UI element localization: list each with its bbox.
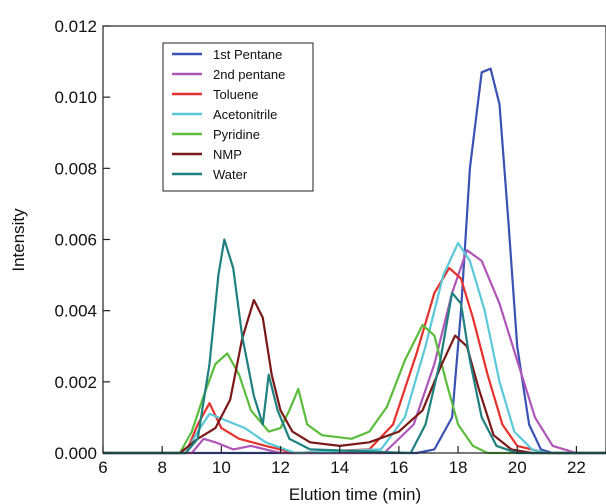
y-tick-label: 0.010	[54, 88, 97, 107]
legend-label: Water	[213, 167, 248, 182]
series-line-3	[103, 266, 606, 455]
series-line-5	[103, 323, 606, 455]
x-tick-label: 16	[389, 458, 408, 477]
x-axis-label: Elution time (min)	[289, 485, 421, 504]
legend-label: Acetonitrile	[213, 107, 277, 122]
legend-box	[162, 42, 314, 192]
series-line-1	[103, 67, 606, 455]
y-tick-label: 0.008	[54, 159, 97, 178]
y-tick-label: 0.012	[54, 17, 97, 36]
x-tick-label: 12	[271, 458, 290, 477]
plot-lines	[103, 67, 606, 455]
x-tick-label: 10	[212, 458, 231, 477]
series-line-4	[103, 242, 606, 455]
x-tick-label: 18	[449, 458, 468, 477]
axis-ticks: 6 8 10 12 14 16 18 20 22 0.000 0.002 0.004 0.006 0.00…	[54, 17, 585, 477]
legend-label: 1st Pentane	[213, 47, 282, 62]
x-tick-label: 8	[157, 458, 166, 477]
legend: 1st Pentane 2nd pentane Toluene Acetonitril…	[162, 42, 314, 192]
x-tick-label: 22	[567, 458, 586, 477]
legend-label: Pyridine	[213, 127, 260, 142]
y-axis-label: Intensity	[9, 208, 28, 272]
y-tick-label: 0.002	[54, 373, 97, 392]
series-line-6	[103, 298, 606, 455]
y-tick-label: 0.000	[54, 444, 97, 463]
x-tick-label: 6	[98, 458, 107, 477]
x-tick-label: 14	[330, 458, 349, 477]
legend-label: Toluene	[213, 87, 259, 102]
series-line-7	[103, 238, 606, 455]
x-tick-label: 20	[508, 458, 527, 477]
legend-label: NMP	[213, 147, 242, 162]
y-tick-label: 0.006	[54, 231, 97, 250]
legend-label: 2nd pentane	[213, 67, 285, 82]
y-tick-label: 0.004	[54, 302, 97, 321]
series-line-2	[103, 249, 606, 455]
